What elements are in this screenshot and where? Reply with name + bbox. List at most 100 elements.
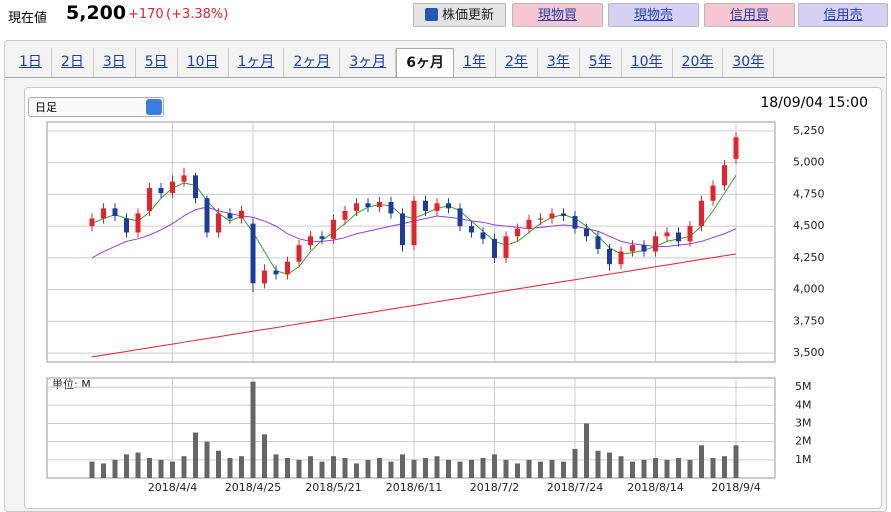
period-tab[interactable]: 3年 (538, 48, 580, 77)
x-tick-label: 2018/8/14 (627, 481, 683, 494)
period-tab[interactable]: 3日 (94, 48, 136, 77)
period-tab[interactable]: 10年 (622, 48, 673, 77)
candle-body (584, 228, 589, 237)
x-tick-label: 2018/9/4 (711, 481, 760, 494)
volume-bar (101, 463, 106, 478)
margin-buy-button[interactable]: 信用買 (704, 3, 795, 27)
period-tab[interactable]: 3ヶ月 (340, 48, 397, 77)
volume-bar (687, 459, 693, 478)
period-tab[interactable]: 2日 (52, 48, 94, 77)
x-tick-label: 2018/6/11 (386, 481, 442, 494)
period-tab[interactable]: 5日 (136, 48, 178, 77)
candle-body (664, 232, 670, 237)
candle-body (607, 248, 612, 265)
candle-body (595, 236, 601, 249)
volume-tick-label: 1M (795, 453, 812, 466)
y-tick-label: 5,250 (793, 124, 825, 137)
candle-body (699, 200, 704, 227)
period-tab[interactable]: 1ヶ月 (229, 48, 285, 77)
refresh-button[interactable]: 株価更新 (413, 3, 506, 27)
refresh-label: 株価更新 (441, 8, 494, 23)
period-tab[interactable]: 6ヶ月 (396, 48, 455, 77)
moving-average (91, 253, 737, 358)
volume-bar (147, 458, 152, 478)
candle-body (676, 232, 681, 242)
candle-body (342, 210, 348, 220)
candle-body (710, 185, 716, 201)
y-tick-label: 4,000 (793, 283, 825, 296)
volume-tick-label: 3M (795, 416, 812, 429)
candle-body (147, 188, 152, 211)
candle-body (216, 213, 221, 233)
chart-panel (24, 87, 882, 509)
volume-bar (204, 441, 210, 478)
volume-bar (181, 456, 187, 478)
candle-body (296, 245, 302, 262)
volume-bar (250, 381, 256, 478)
candle-body (526, 219, 532, 229)
candle-body (469, 226, 474, 233)
volume-bar (446, 459, 451, 478)
candle-body (572, 215, 578, 229)
y-tick-label: 4,750 (793, 187, 825, 200)
period-tab[interactable]: 30年 (723, 48, 775, 77)
volume-bar (653, 458, 658, 478)
volume-plot-frame (46, 377, 776, 479)
period-tab[interactable]: 2年 (496, 48, 538, 77)
volume-bar (607, 452, 612, 478)
timestamp: 18/09/04 15:00 (760, 95, 868, 111)
volume-bar (273, 454, 279, 478)
volume-bar (722, 456, 727, 478)
candle-body (411, 200, 417, 246)
period-tab[interactable]: 1年 (454, 48, 496, 77)
x-tick-label: 2018/7/24 (547, 481, 603, 494)
volume-bar (112, 459, 118, 478)
volume-bar (664, 459, 670, 478)
candle-body (653, 236, 658, 252)
candle-body (480, 232, 486, 239)
period-tab[interactable]: 2ヶ月 (284, 48, 341, 77)
volume-bar (239, 456, 244, 478)
period-tab[interactable]: 1日 (10, 48, 52, 77)
volume-bar (285, 458, 290, 478)
candle-body (124, 218, 129, 233)
price-label: 現在値 (8, 11, 48, 26)
candle-body (733, 137, 739, 159)
margin-sell-button[interactable]: 信用売 (798, 3, 888, 27)
candle-body (722, 165, 727, 186)
volume-unit: 単位: M (52, 377, 91, 391)
period-tab[interactable]: 10日 (178, 48, 229, 77)
candle-body (181, 175, 187, 182)
volume-bar (480, 458, 486, 478)
volume-bar (308, 456, 313, 478)
price-change-pct: (+3.38%) (166, 7, 229, 22)
candle-body (158, 188, 164, 194)
volume-bar (492, 454, 497, 478)
price-plot-frame (46, 121, 776, 363)
volume-bar (503, 459, 509, 478)
candle-body (354, 203, 359, 211)
candle-body (434, 203, 440, 211)
cash-buy-button[interactable]: 現物買 (512, 3, 603, 27)
x-tick-label: 2018/7/2 (470, 481, 519, 494)
volume-bar (526, 459, 532, 478)
period-select[interactable]: 日足 (28, 97, 164, 117)
volume-bar (434, 456, 440, 478)
candle-body (492, 238, 497, 258)
current-price: 5,200 (66, 2, 127, 24)
candle-body (308, 236, 313, 246)
candle-body (193, 175, 198, 199)
volume-bar (262, 434, 267, 478)
candle-body (135, 213, 141, 233)
y-tick-label: 3,750 (793, 314, 825, 327)
period-tab[interactable]: 20年 (673, 48, 724, 77)
candle-body (319, 236, 325, 239)
candle-body (515, 228, 520, 237)
period-tab[interactable]: 5年 (580, 48, 622, 77)
cash-sell-button[interactable]: 現物売 (608, 3, 699, 27)
volume-bar (296, 459, 302, 478)
volume-bar (216, 450, 221, 478)
select-arrow (146, 99, 162, 115)
y-tick-label: 4,250 (793, 251, 825, 264)
volume-bar (572, 448, 578, 478)
